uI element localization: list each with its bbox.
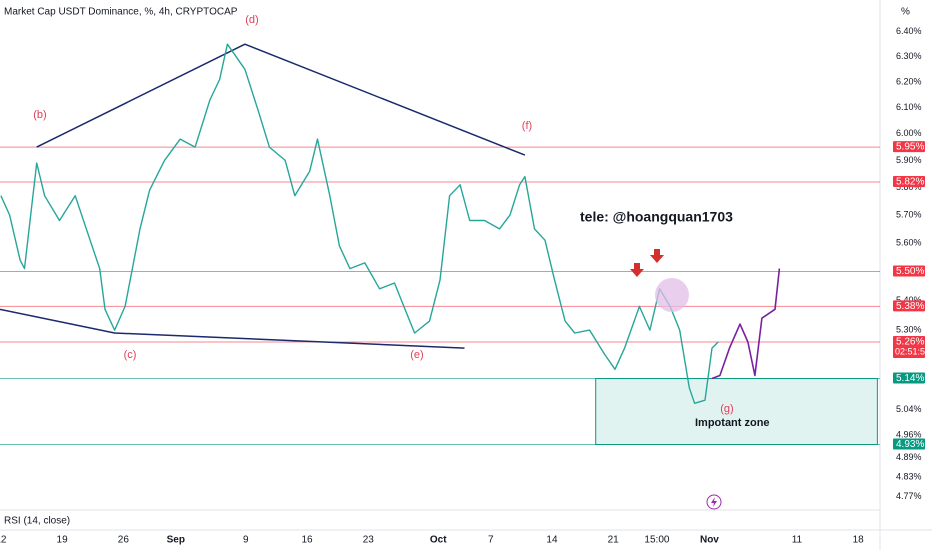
x-tick-label: 18: [853, 535, 865, 546]
x-tick-label: 14: [546, 535, 558, 546]
y-tick-label: 6.30%: [896, 51, 922, 61]
annotation: (b): [33, 109, 46, 121]
level-label-box: [893, 438, 925, 450]
x-tick-label: 16: [301, 535, 313, 546]
level-label: 5.50%: [896, 266, 924, 277]
y-tick-label: 6.10%: [896, 102, 922, 112]
level-label: 5.38%: [896, 301, 924, 312]
y-tick-label: 5.90%: [896, 155, 922, 165]
annotation: (g): [720, 403, 733, 415]
x-tick-label: 9: [243, 535, 249, 546]
y-tick-label: 6.00%: [896, 128, 922, 138]
y-tick-label: 5.30%: [896, 324, 922, 334]
countdown: 02:51:58: [895, 346, 930, 356]
x-tick-label: Oct: [430, 535, 447, 546]
annotation: (f): [522, 120, 532, 132]
x-tick-label: Sep: [167, 535, 185, 546]
x-tick-label: 26: [118, 535, 130, 546]
x-tick-label: 11: [792, 535, 803, 546]
y-tick-label: 5.70%: [896, 209, 922, 219]
level-label-box: [893, 372, 925, 384]
zone: [595, 378, 878, 446]
y-tick-label: 5.40%: [896, 295, 922, 305]
level-label: 5.82%: [896, 177, 924, 188]
level-label: 5.95%: [896, 142, 924, 153]
indicator-label: RSI (14, close): [4, 516, 70, 527]
annotation: (c): [124, 349, 137, 361]
x-tick-label: 23: [363, 535, 375, 546]
chart-title: Market Cap USDT Dominance, %, 4h, CRYPTO…: [4, 7, 238, 18]
level-label-box: [893, 300, 925, 312]
annotation: Impotant zone: [695, 417, 770, 429]
y-tick-label: 5.04%: [896, 404, 922, 414]
event-icon: [706, 494, 722, 510]
y-tick-label: 4.83%: [896, 471, 922, 481]
projection-line: [711, 268, 781, 380]
level-label-box: [893, 141, 925, 153]
trendline: [36, 43, 526, 156]
annotation: (e): [410, 349, 423, 361]
level-label-box: [893, 265, 925, 277]
level-label-box: [893, 336, 925, 359]
highlight-circle: [655, 278, 689, 312]
x-tick-label: 7: [488, 535, 494, 546]
y-unit: %: [901, 7, 910, 18]
y-tick-label: 6.40%: [896, 26, 922, 36]
event-icon: [711, 497, 717, 507]
arrow-down: [650, 249, 664, 263]
y-tick-label: 4.89%: [896, 452, 922, 462]
y-tick-label: 4.77%: [896, 491, 922, 501]
y-tick-label: 5.60%: [896, 237, 922, 247]
annotation: tele: @hoangquan1703: [580, 209, 733, 225]
y-tick-label: 6.20%: [896, 76, 922, 86]
x-tick-label: 19: [57, 535, 69, 546]
x-tick-label: 12: [0, 535, 7, 546]
marks: 6.40%6.30%6.20%6.10%6.00%5.90%5.80%5.70%…: [0, 14, 930, 546]
x-tick-label: Nov: [700, 535, 719, 546]
price-line: [0, 43, 719, 404]
arrow-down: [630, 263, 644, 277]
level-label: 5.14%: [896, 373, 924, 384]
annotation: (d): [245, 14, 258, 26]
level-label: 5.26%: [896, 337, 924, 348]
x-tick-label: 21: [608, 535, 620, 546]
level-label: 4.93%: [896, 439, 924, 450]
x-tick-label: 15:00: [644, 535, 669, 546]
level-label-box: [893, 176, 925, 188]
trendline: [0, 308, 465, 349]
y-tick-label: 4.96%: [896, 429, 922, 439]
